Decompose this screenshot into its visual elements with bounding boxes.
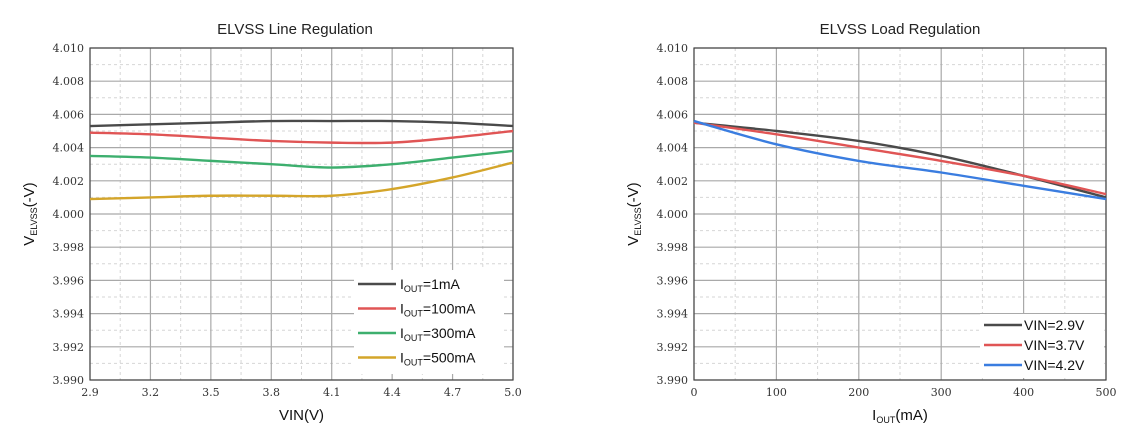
- x-tick-label: 4.7: [444, 386, 462, 399]
- legend: VIN=2.9V VIN=3.7V VIN=4.2V: [980, 314, 1104, 378]
- series-line-3: [89, 149, 514, 169]
- y-tick-label: 3.992: [53, 341, 85, 354]
- series-line-2: [693, 121, 1107, 196]
- y-tick-label: 3.996: [657, 274, 689, 287]
- y-tick-label: 3.996: [53, 274, 85, 287]
- x-axis-label: VIN(V): [279, 407, 324, 424]
- series-line-4: [89, 161, 514, 201]
- y-tick-label: 4.002: [657, 175, 689, 188]
- y-tick-label: 4.010: [657, 42, 689, 55]
- legend-label: IOUT=300mA: [400, 325, 476, 343]
- plot-frame: [693, 47, 1107, 381]
- x-tick-label: 100: [766, 386, 787, 399]
- y-tick-label: 4.006: [657, 108, 689, 121]
- y-tick-label: 4.004: [53, 142, 85, 155]
- legend: IOUT=1mA IOUT=100mA IOUT=300mA IOUT=500mA: [354, 270, 504, 374]
- x-tick-label: 4.1: [323, 386, 341, 399]
- x-tick-label: 5.0: [504, 386, 522, 399]
- series-line-1: [89, 119, 514, 128]
- series-line-2: [89, 129, 514, 145]
- x-tick-label: 400: [1013, 386, 1034, 399]
- y-tick-label: 4.008: [53, 75, 85, 88]
- y-tick-label: 3.994: [657, 308, 689, 321]
- legend-label: VIN=4.2V: [1024, 357, 1085, 373]
- y-tick-label: 4.002: [53, 175, 85, 188]
- y-tick-label: 3.990: [53, 374, 85, 387]
- chart-panel-1: 2.9 3.2 3.5 3.8 4.1 4.4 4.7 5.0 3.990 3.992 3.994 3…: [21, 21, 522, 424]
- y-tick-label: 4.000: [657, 208, 689, 221]
- x-tick-label: 3.8: [263, 386, 281, 399]
- x-axis-label: IOUT(mA): [872, 407, 928, 425]
- chart-title: ELVSS Line Regulation: [217, 21, 373, 38]
- y-axis-label: VELVSS(-V): [21, 182, 39, 245]
- y-tick-label: 4.004: [657, 142, 689, 155]
- y-tick-label: 4.008: [657, 75, 689, 88]
- x-tick-label: 4.4: [383, 386, 401, 399]
- x-tick-label: 300: [931, 386, 952, 399]
- y-tick-label: 4.000: [53, 208, 85, 221]
- chart-panel-2: 0 100 200 300 400 500 3.990 3.992 3.994 3.996 3.99…: [625, 21, 1117, 425]
- x-tick-label: 200: [848, 386, 869, 399]
- legend-label: IOUT=500mA: [400, 350, 476, 368]
- y-axis-label: VELVSS(-V): [625, 182, 643, 245]
- legend-label: VIN=3.7V: [1024, 337, 1085, 353]
- x-tick-label: 3.2: [142, 386, 160, 399]
- y-tick-label: 4.010: [53, 42, 85, 55]
- legend-label: VIN=2.9V: [1024, 317, 1085, 333]
- y-tick-label: 3.998: [657, 241, 689, 254]
- chart-title: ELVSS Load Regulation: [820, 21, 981, 38]
- y-tick-label: 4.006: [53, 108, 85, 121]
- legend-label: IOUT=100mA: [400, 301, 476, 319]
- x-tick-label: 0: [691, 386, 698, 399]
- y-tick-label: 3.994: [53, 308, 85, 321]
- y-tick-label: 3.998: [53, 241, 85, 254]
- legend-label: IOUT=1mA: [400, 276, 461, 294]
- x-tick-label: 3.5: [202, 386, 220, 399]
- y-tick-label: 3.992: [657, 341, 689, 354]
- series-line-3: [693, 119, 1107, 201]
- plot-frame: [89, 47, 514, 381]
- x-tick-label: 2.9: [81, 386, 99, 399]
- x-tick-label: 500: [1096, 386, 1117, 399]
- y-tick-label: 3.990: [657, 374, 689, 387]
